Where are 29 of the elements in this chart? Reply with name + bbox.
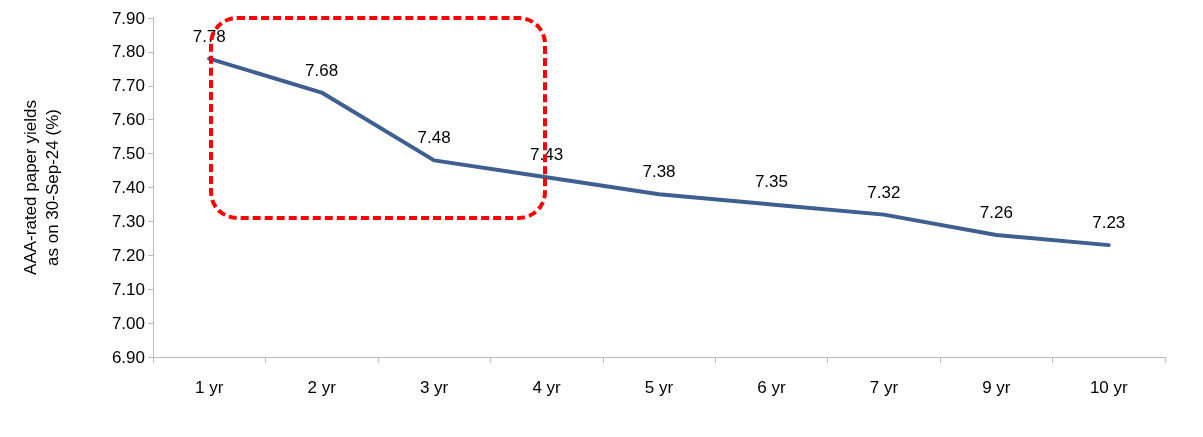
x-tick-label: 1 yr bbox=[195, 378, 224, 397]
y-tick-label: 6.90 bbox=[111, 347, 145, 367]
x-tick-label: 10 yr bbox=[1089, 378, 1129, 397]
data-label: 7.48 bbox=[417, 128, 451, 148]
y-tick-label: 7.00 bbox=[111, 313, 145, 333]
data-label: 7.68 bbox=[305, 60, 339, 80]
y-tick-label: 7.70 bbox=[111, 76, 145, 96]
x-tick-label: 5 yr bbox=[644, 378, 674, 397]
y-tick-label: 7.20 bbox=[111, 245, 145, 265]
y-tick-label: 7.80 bbox=[111, 42, 145, 62]
x-tick-label: 3 yr bbox=[419, 378, 449, 397]
data-label: 7.38 bbox=[642, 162, 676, 182]
x-tick-label: 2 yr bbox=[307, 378, 337, 397]
y-tick-label: 7.90 bbox=[111, 8, 145, 28]
y-tick-label: 7.40 bbox=[111, 178, 145, 197]
data-label: 7.43 bbox=[530, 145, 564, 165]
x-tick-label: 4 yr bbox=[532, 378, 562, 397]
y-tick-label: 7.10 bbox=[111, 279, 145, 299]
data-label: 7.32 bbox=[867, 182, 901, 202]
data-label: 7.26 bbox=[979, 202, 1013, 222]
data-label: 7.35 bbox=[754, 172, 788, 192]
x-tick-label: 6 yr bbox=[757, 378, 786, 397]
x-tick-label: 7 yr bbox=[869, 378, 899, 397]
y-tick-label: 7.60 bbox=[111, 110, 145, 130]
y-axis-title: AAA-rated paper yields as on 30-Sep-24 (%) bbox=[20, 100, 62, 275]
x-tick-label: 9 yr bbox=[982, 378, 1011, 397]
y-tick-label: 7.50 bbox=[111, 144, 145, 164]
y-tick-label: 7.30 bbox=[111, 211, 145, 231]
data-label: 7.23 bbox=[1092, 213, 1126, 233]
